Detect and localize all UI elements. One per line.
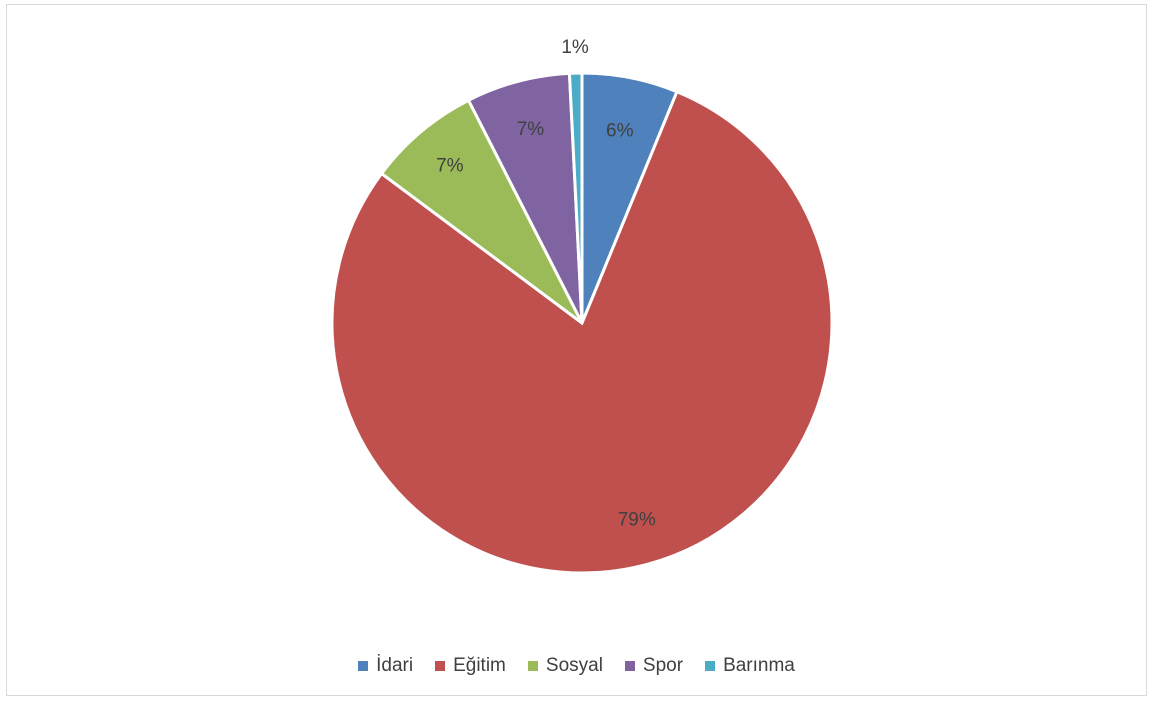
data-label-5: 1%	[561, 37, 589, 58]
legend-swatch	[705, 661, 716, 671]
pie-slice-3	[379, 98, 584, 325]
legend-item: Eğitim	[435, 655, 506, 677]
legend-item: Sosyal	[527, 655, 603, 677]
legend-label: İdari	[376, 655, 414, 676]
legend-label: Eğitim	[453, 655, 506, 676]
pie-slice-2	[330, 89, 834, 575]
data-label-3: 7%	[436, 155, 464, 176]
pie-slice-5	[567, 71, 584, 324]
data-label-2: 79%	[618, 510, 656, 531]
data-label-4: 7%	[517, 119, 545, 140]
pie-chart: 6% 79% 7% 7% 1%	[330, 37, 834, 575]
legend-item: Spor	[624, 655, 684, 677]
legend-item: İdari	[358, 655, 413, 677]
legend-swatch	[358, 661, 369, 671]
legend-item: Barınma	[705, 655, 795, 677]
legend-label: Barınma	[723, 655, 795, 676]
legend-swatch	[624, 661, 635, 671]
legend-swatch	[435, 661, 446, 671]
legend-label: Sosyal	[545, 655, 603, 676]
legend-label: Spor	[642, 655, 684, 676]
chart-legend: İdari Eğitim Sosyal Spor Barınma	[0, 655, 1153, 677]
data-label-1: 6%	[606, 121, 634, 142]
legend-swatch	[527, 661, 538, 671]
